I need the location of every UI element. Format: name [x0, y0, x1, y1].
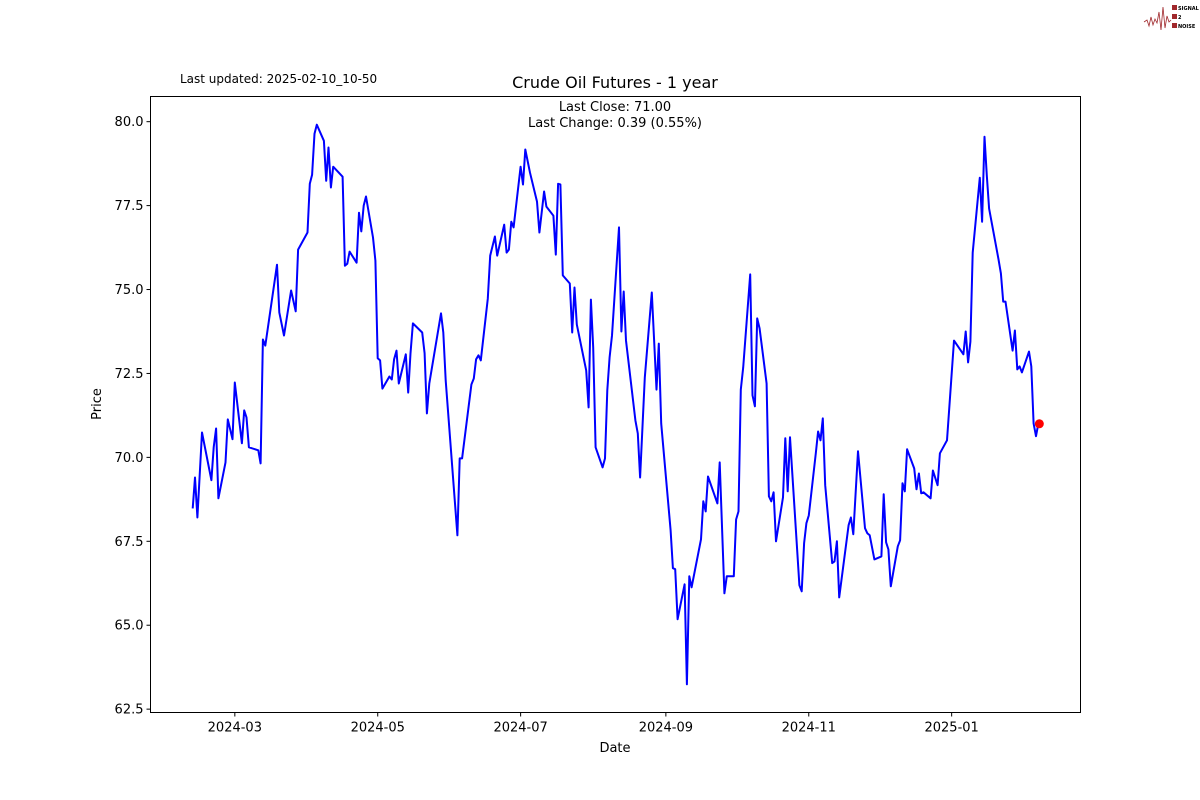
plot-area [150, 96, 1081, 713]
logo-square-icon [1172, 5, 1177, 10]
logo-waveform-icon [1143, 6, 1172, 31]
logo: SIGNAL 2 NOISE [1143, 5, 1200, 31]
y-axis-ticks: 62.5 65.0 67.5 70.0 72.5 75.0 77.5 80.0 [115, 115, 151, 718]
y-tick-label: 72.5 [115, 367, 144, 382]
y-tick-label: 62.5 [115, 703, 144, 718]
last-updated-label: Last updated: 2025-02-10_10-50 [180, 72, 377, 86]
price-series [191, 123, 1044, 686]
x-tick-label: 2024-11 [782, 721, 836, 736]
y-tick-label: 70.0 [115, 451, 144, 466]
logo-square-icon [1172, 23, 1177, 28]
chart-title: Crude Oil Futures - 1 year [512, 73, 718, 92]
x-tick-label: 2024-03 [208, 721, 262, 736]
logo-text-2: 2 [1178, 15, 1182, 21]
logo-square-icon [1172, 14, 1177, 19]
x-tick-label: 2024-09 [639, 721, 693, 736]
price-line [191, 123, 1040, 686]
y-tick-label: 67.5 [115, 535, 144, 550]
last-close-marker [1034, 419, 1044, 429]
y-axis-label: Price [90, 388, 105, 420]
x-axis-ticks: 2024-03 2024-05 2024-07 2024-09 2024-11 2025-… [208, 712, 979, 736]
logo-text-noise: NOISE [1178, 24, 1196, 30]
x-axis-label: Date [599, 741, 630, 756]
y-tick-label: 65.0 [115, 619, 144, 634]
x-tick-label: 2025-01 [924, 721, 978, 736]
x-tick-label: 2024-05 [351, 721, 405, 736]
last-change-annotation: Last Change: 0.39 (0.55%) [528, 116, 702, 131]
y-tick-label: 77.5 [115, 199, 144, 214]
last-close-annotation: Last Close: 71.00 [559, 100, 671, 115]
y-tick-label: 75.0 [115, 283, 144, 298]
logo-text-signal: SIGNAL [1178, 6, 1200, 12]
y-tick-label: 80.0 [115, 115, 144, 130]
x-tick-label: 2024-07 [493, 721, 547, 736]
